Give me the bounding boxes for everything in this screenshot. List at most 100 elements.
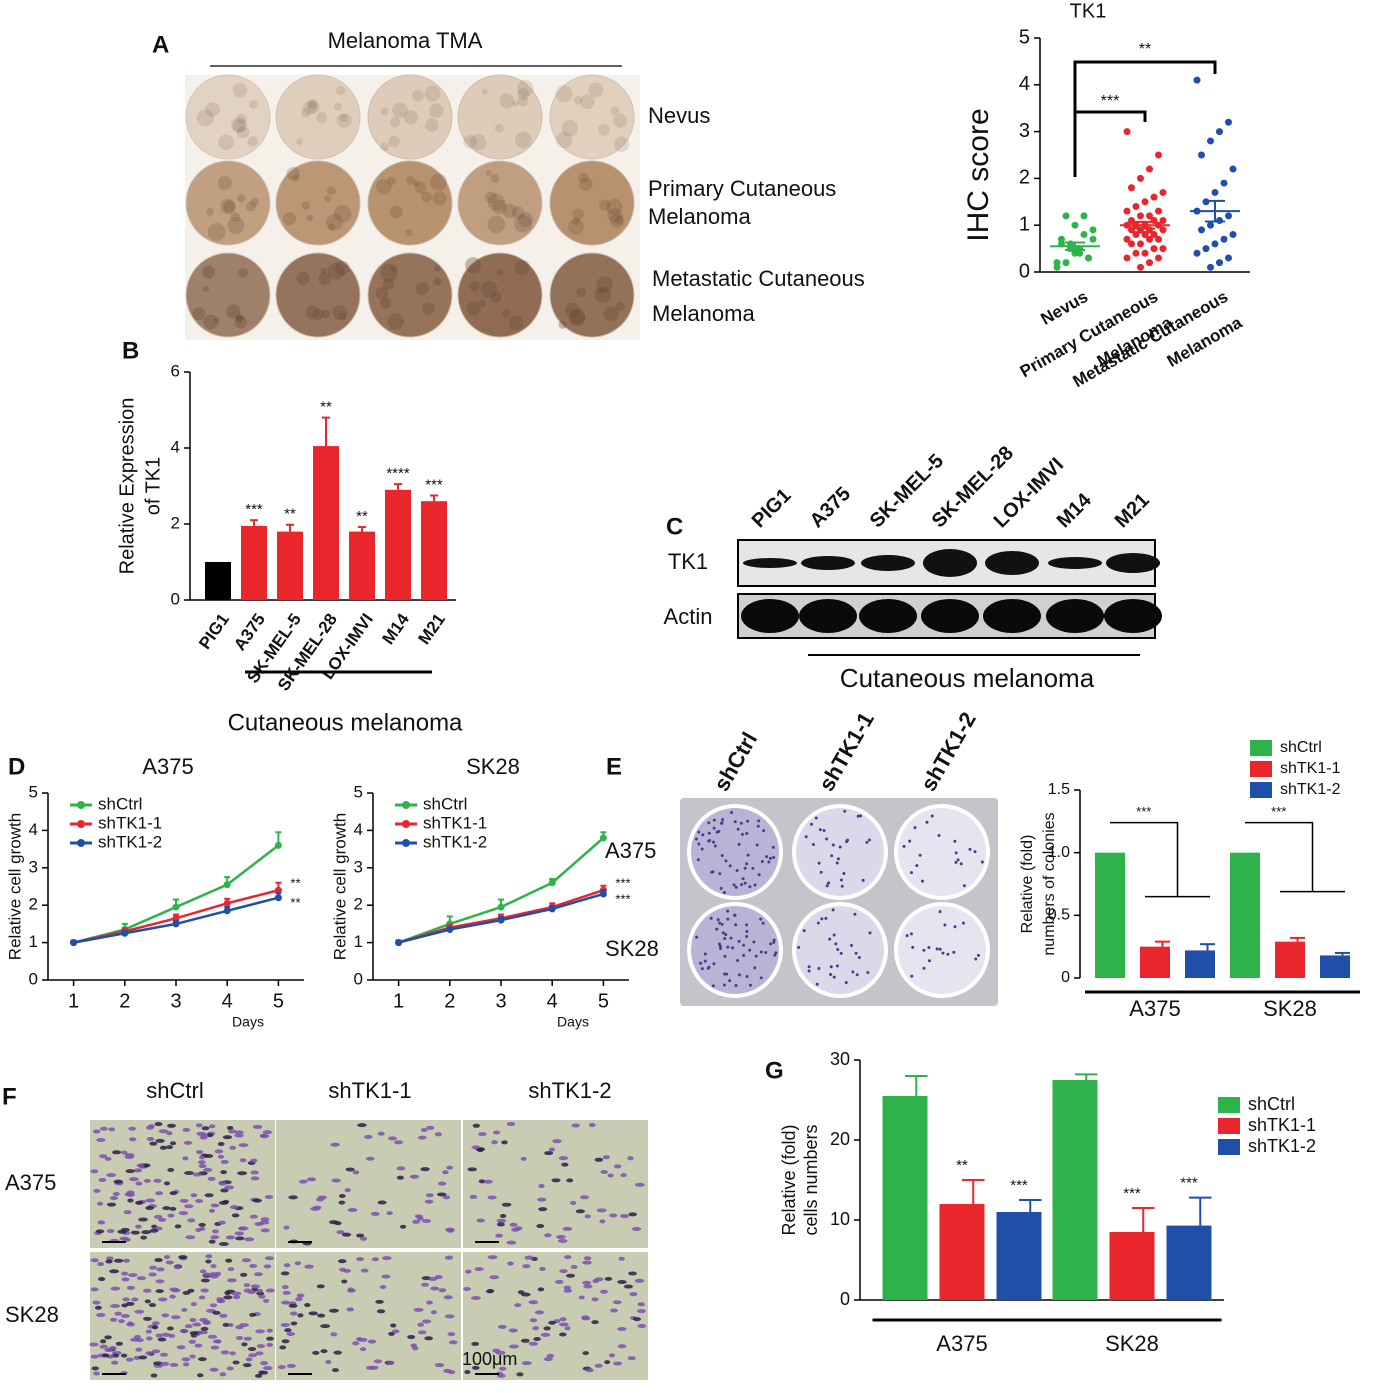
dot	[1146, 259, 1153, 267]
cell	[376, 1309, 386, 1314]
cell	[192, 1172, 202, 1177]
colony	[741, 877, 745, 881]
cell	[344, 1188, 351, 1193]
cell	[594, 1157, 604, 1162]
colony	[953, 839, 957, 843]
cell	[185, 1235, 196, 1240]
cell	[347, 1288, 356, 1293]
dot	[1123, 235, 1131, 243]
cell	[283, 1225, 290, 1230]
cell	[296, 1293, 305, 1298]
y-tick-label: 0	[1019, 260, 1030, 282]
cell	[521, 1361, 532, 1366]
significance-label: ***	[1271, 804, 1286, 819]
cell	[381, 1274, 391, 1279]
colony	[721, 818, 725, 822]
cell	[184, 1171, 194, 1176]
colony	[700, 847, 704, 851]
colony	[854, 951, 858, 955]
cell	[554, 1279, 564, 1284]
point	[172, 920, 180, 928]
cell	[507, 1261, 514, 1266]
dot	[1193, 76, 1201, 84]
cell	[430, 1286, 440, 1291]
row-label: Melanoma	[648, 204, 751, 229]
cell	[442, 1195, 451, 1200]
cell	[154, 1122, 163, 1127]
colony	[736, 827, 740, 831]
cell	[487, 1255, 498, 1260]
cell	[607, 1173, 614, 1178]
cell	[599, 1219, 606, 1224]
cell	[596, 1208, 607, 1213]
cell	[104, 1335, 112, 1340]
cell	[89, 1342, 99, 1347]
colony	[807, 965, 811, 969]
tma-texture	[588, 82, 604, 98]
cell	[499, 1366, 507, 1371]
group-label: Cutaneous melanoma	[840, 663, 1095, 693]
cell	[609, 1353, 616, 1358]
colony	[834, 942, 838, 946]
cell	[604, 1276, 613, 1281]
cell	[424, 1336, 434, 1341]
tma-texture	[380, 263, 398, 282]
colony	[927, 946, 931, 950]
colony	[819, 870, 823, 874]
cell	[517, 1290, 525, 1295]
cell	[520, 1156, 527, 1161]
cell	[155, 1191, 164, 1196]
well-stain	[898, 808, 986, 896]
cell	[509, 1222, 518, 1227]
cell	[259, 1361, 269, 1366]
colony	[737, 939, 741, 943]
tma-texture	[487, 215, 505, 234]
cell	[134, 1309, 145, 1314]
significance-label: **	[284, 506, 296, 523]
cell	[559, 1317, 567, 1322]
cell	[409, 1174, 420, 1179]
cell	[104, 1156, 112, 1161]
cell	[316, 1284, 325, 1289]
column-label: shTK1-2	[528, 1078, 611, 1103]
colony	[720, 853, 724, 857]
cell	[227, 1278, 237, 1283]
colony	[713, 844, 717, 848]
tma-texture	[380, 142, 389, 152]
point	[121, 929, 129, 937]
cell	[442, 1170, 449, 1175]
cell	[387, 1136, 397, 1141]
cell	[224, 1185, 235, 1190]
tma-texture	[206, 207, 214, 216]
dot	[1198, 151, 1205, 159]
cell	[284, 1328, 292, 1333]
dot	[1132, 249, 1140, 257]
row-label: A375	[605, 838, 656, 863]
cell	[469, 1194, 478, 1199]
dot	[1062, 259, 1070, 267]
cell	[158, 1217, 167, 1222]
tma-texture	[325, 213, 343, 231]
cell	[497, 1324, 507, 1329]
colony	[807, 969, 811, 973]
cell	[230, 1205, 239, 1210]
tma-texture	[579, 177, 593, 191]
tma-texture	[237, 194, 246, 203]
colony	[832, 975, 836, 979]
cell	[534, 1310, 545, 1315]
panel-label: C	[666, 513, 683, 540]
colony	[733, 820, 737, 824]
cell	[189, 1317, 197, 1322]
cell	[248, 1353, 258, 1358]
cell	[242, 1363, 252, 1368]
cell	[304, 1303, 311, 1308]
bar	[1230, 852, 1260, 978]
colony	[826, 881, 830, 885]
cell	[220, 1159, 229, 1164]
dot	[1159, 188, 1167, 196]
cell	[145, 1329, 152, 1334]
cell	[200, 1326, 209, 1331]
legend-swatch	[1218, 1139, 1240, 1155]
well	[687, 902, 783, 998]
tma-texture	[406, 176, 415, 185]
